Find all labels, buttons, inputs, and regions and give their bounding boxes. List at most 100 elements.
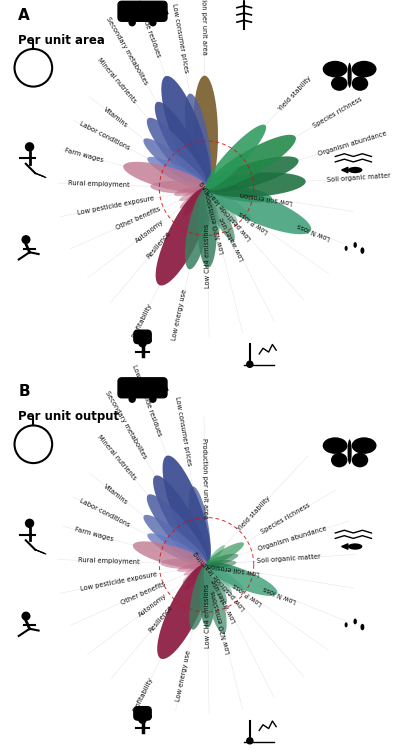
Polygon shape [206, 545, 225, 565]
Polygon shape [123, 162, 207, 193]
Polygon shape [184, 564, 207, 575]
Text: Other benefits: Other benefits [115, 206, 162, 231]
Text: Profitability: Profitability [131, 302, 153, 339]
Polygon shape [207, 172, 306, 197]
Polygon shape [206, 565, 232, 594]
Polygon shape [143, 139, 207, 189]
Circle shape [21, 235, 31, 244]
Text: Species richness: Species richness [312, 96, 363, 130]
Text: Low pesticide exposure: Low pesticide exposure [76, 196, 154, 216]
Text: Vitamins: Vitamins [103, 483, 129, 505]
Circle shape [149, 395, 156, 403]
Ellipse shape [361, 247, 364, 254]
Ellipse shape [352, 61, 377, 78]
Ellipse shape [352, 453, 368, 468]
Polygon shape [179, 187, 207, 201]
Polygon shape [199, 565, 215, 628]
Polygon shape [183, 188, 207, 216]
Text: Labor conditions: Labor conditions [78, 498, 131, 528]
Polygon shape [160, 559, 207, 569]
Ellipse shape [352, 76, 368, 91]
Text: Secondary metabolites: Secondary metabolites [105, 16, 149, 86]
Text: B: B [18, 384, 30, 399]
Polygon shape [183, 565, 207, 583]
Polygon shape [205, 188, 235, 242]
Text: Low pesticide leaching: Low pesticide leaching [193, 550, 248, 611]
Text: Species richness: Species richness [260, 502, 312, 535]
Text: Organism abundance: Organism abundance [317, 130, 388, 157]
Polygon shape [206, 124, 266, 189]
Text: Per unit output: Per unit output [18, 410, 119, 423]
Polygon shape [185, 188, 211, 270]
Polygon shape [177, 563, 207, 572]
Text: Low P loss: Low P loss [232, 581, 263, 605]
Polygon shape [206, 542, 244, 566]
Polygon shape [161, 76, 211, 188]
Text: Mineral nutrients: Mineral nutrients [96, 57, 137, 105]
Text: Autonomy: Autonomy [137, 593, 168, 618]
Circle shape [138, 715, 147, 724]
Text: Low consumer prices: Low consumer prices [174, 396, 192, 467]
Circle shape [246, 737, 254, 745]
Text: Production per unit area: Production per unit area [200, 0, 207, 55]
Text: Low N loss: Low N loss [297, 222, 331, 241]
Polygon shape [206, 135, 296, 191]
Text: Low pesticide residues: Low pesticide residues [130, 0, 162, 58]
Polygon shape [133, 541, 207, 569]
Polygon shape [206, 565, 227, 603]
Circle shape [25, 519, 34, 528]
Ellipse shape [348, 544, 363, 550]
Ellipse shape [331, 76, 347, 91]
Polygon shape [174, 187, 207, 197]
Text: Low pesticide exposure: Low pesticide exposure [80, 572, 158, 593]
Text: Secondary metabolites: Secondary metabolites [103, 389, 147, 459]
Polygon shape [157, 564, 210, 659]
Polygon shape [207, 157, 298, 192]
Circle shape [149, 19, 156, 26]
Text: Soil organic matter: Soil organic matter [257, 553, 321, 564]
Circle shape [21, 611, 31, 620]
Circle shape [25, 142, 34, 151]
Text: Resilience: Resilience [146, 230, 172, 260]
Text: Low N2O emissions: Low N2O emissions [204, 190, 226, 254]
Polygon shape [147, 533, 207, 566]
Text: Yield stability: Yield stability [236, 495, 271, 532]
Text: Autonomy: Autonomy [135, 218, 165, 243]
Ellipse shape [353, 242, 357, 248]
FancyBboxPatch shape [118, 2, 167, 21]
Polygon shape [155, 102, 209, 189]
Text: Low energy use: Low energy use [175, 649, 191, 702]
FancyBboxPatch shape [134, 330, 151, 343]
Polygon shape [147, 494, 208, 566]
Polygon shape [189, 565, 210, 630]
Text: Low pesticide residues: Low pesticide residues [131, 364, 163, 437]
Ellipse shape [331, 453, 347, 468]
Polygon shape [206, 188, 238, 224]
Polygon shape [185, 565, 207, 590]
Polygon shape [206, 564, 245, 592]
Text: Farm wages: Farm wages [64, 148, 104, 163]
Polygon shape [143, 515, 207, 566]
Text: A: A [18, 8, 30, 23]
Polygon shape [150, 181, 207, 194]
Text: Low consumer prices: Low consumer prices [171, 4, 189, 74]
Polygon shape [341, 544, 348, 549]
Text: Labor conditions: Labor conditions [78, 121, 131, 151]
Polygon shape [156, 187, 210, 285]
Ellipse shape [353, 618, 357, 624]
Polygon shape [193, 75, 218, 188]
Text: Yield stability: Yield stability [277, 75, 312, 112]
Text: Soil organic matter: Soil organic matter [326, 172, 390, 183]
Polygon shape [180, 187, 207, 209]
Text: Low water use: Low water use [211, 578, 238, 623]
Text: Mineral nutrients: Mineral nutrients [96, 434, 137, 481]
Polygon shape [207, 184, 272, 203]
Polygon shape [147, 157, 207, 190]
Polygon shape [206, 562, 277, 596]
Polygon shape [207, 553, 238, 566]
Text: Low N loss: Low N loss [263, 585, 298, 604]
Polygon shape [206, 187, 252, 221]
Text: Low soil erosion: Low soil erosion [207, 562, 260, 576]
Polygon shape [203, 540, 209, 565]
Circle shape [129, 19, 136, 26]
